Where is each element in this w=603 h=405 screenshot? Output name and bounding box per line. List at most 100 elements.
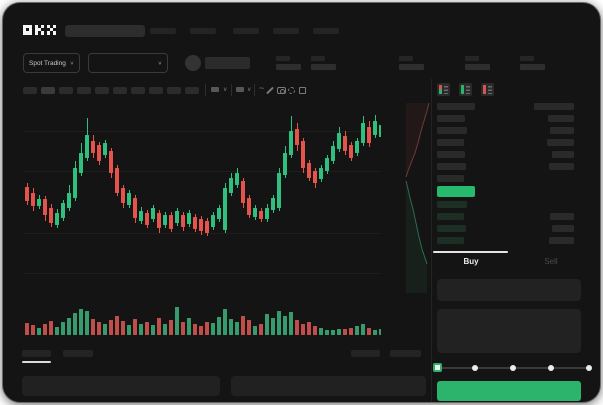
volume-bar: [145, 322, 149, 335]
ticker-stat: [465, 56, 495, 70]
slider-dot[interactable]: [548, 365, 554, 371]
volume-bar: [217, 317, 221, 335]
volume-bar: [25, 323, 29, 335]
slider-dot[interactable]: [586, 365, 592, 371]
chevron-down-icon[interactable]: ∨: [247, 87, 252, 93]
pair-dropdown[interactable]: ∨: [88, 53, 168, 73]
amount-bar: [550, 213, 574, 220]
orderbook-row[interactable]: [437, 139, 574, 146]
bottom-tab[interactable]: [63, 350, 93, 357]
orderbook-mode-combined-icon[interactable]: [437, 83, 450, 96]
timeframe-pill[interactable]: [131, 87, 145, 94]
slider-handle[interactable]: [433, 363, 442, 372]
candle: [97, 145, 101, 161]
orderbook-row[interactable]: [437, 201, 574, 208]
nav-item[interactable]: [150, 28, 176, 34]
timeframe-pill[interactable]: [185, 87, 199, 94]
nav-item[interactable]: [233, 28, 259, 34]
candle: [91, 141, 95, 153]
chevron-down-icon[interactable]: ∨: [223, 87, 228, 93]
candle: [277, 173, 281, 208]
ask-price-bar: [437, 163, 466, 170]
price-field[interactable]: [437, 279, 581, 301]
timeframe-pill[interactable]: [59, 87, 73, 94]
candle: [127, 193, 131, 205]
line-chart-icon[interactable]: ~: [259, 83, 265, 93]
search-input[interactable]: [65, 25, 145, 37]
timeframe-pill[interactable]: [167, 87, 181, 94]
tab-sell[interactable]: Sell: [544, 257, 558, 266]
volume-bar: [259, 324, 263, 335]
orderbook-row[interactable]: [437, 115, 574, 122]
ask-price-bar: [437, 127, 467, 134]
bottom-tab-active[interactable]: [22, 350, 51, 357]
candle: [49, 208, 53, 223]
orderbook-row[interactable]: [437, 213, 574, 220]
timeframe-pill[interactable]: [149, 87, 163, 94]
candlestick-chart[interactable]: [23, 101, 381, 296]
volume-bar: [169, 320, 173, 335]
volume-bar: [211, 323, 215, 335]
amount-field[interactable]: [437, 309, 581, 353]
candle: [313, 171, 317, 183]
orderbook-row[interactable]: [437, 103, 574, 110]
market-type-dropdown[interactable]: Spot Trading ∨: [23, 53, 80, 73]
gear-icon[interactable]: [288, 87, 295, 94]
slider-dot[interactable]: [472, 365, 478, 371]
orderbook-mode-asks-icon[interactable]: [481, 83, 494, 96]
candle: [295, 129, 299, 145]
candle: [145, 213, 149, 225]
timeframe-pill[interactable]: [113, 87, 127, 94]
volume-bar: [331, 330, 335, 335]
ask-price-bar: [437, 151, 465, 158]
orderbook-row[interactable]: [437, 127, 574, 134]
tab-buy[interactable]: Buy: [463, 257, 479, 266]
timeframe-pill[interactable]: [77, 87, 91, 94]
bottom-tab-right[interactable]: [390, 350, 421, 357]
timeframe-pill[interactable]: [23, 87, 37, 94]
ticker-stat: [399, 56, 429, 70]
orderbook-row[interactable]: [437, 237, 574, 244]
orderbook-row[interactable]: [437, 175, 574, 182]
orderbook-row[interactable]: [437, 225, 574, 232]
volume-bar: [91, 319, 95, 335]
timeframe-pill[interactable]: [95, 87, 109, 94]
candle: [247, 198, 251, 215]
pencil-icon[interactable]: [266, 86, 274, 95]
orderbook-row[interactable]: [437, 163, 574, 170]
bottom-tab-right[interactable]: [351, 350, 380, 357]
buy-button[interactable]: [437, 381, 581, 401]
volume-bar: [373, 330, 377, 335]
bid-price-bar: [437, 201, 467, 208]
candle: [271, 198, 275, 210]
candle: [25, 187, 29, 201]
volume-bar: [199, 326, 203, 335]
nav-item[interactable]: [190, 28, 216, 34]
ask-price-bar: [437, 175, 464, 182]
timeframe-pill[interactable]: [41, 87, 55, 94]
chevron-down-icon: ∨: [69, 61, 74, 66]
expand-icon[interactable]: [299, 87, 306, 94]
last-price-bar[interactable]: [437, 186, 475, 197]
volume-bar: [31, 325, 35, 335]
orderbook-row[interactable]: [437, 151, 574, 158]
amount-bar: [552, 225, 574, 232]
candle: [379, 125, 381, 137]
orderbook-mode-bids-icon[interactable]: [459, 83, 472, 96]
volume-bar: [79, 309, 83, 335]
interval-icon[interactable]: [211, 87, 219, 92]
candle: [31, 193, 35, 206]
camera-icon[interactable]: [277, 87, 286, 95]
amount-bar: [550, 127, 574, 134]
nav-item[interactable]: [313, 28, 339, 34]
volume-bar: [115, 316, 119, 335]
slider-dot[interactable]: [510, 365, 516, 371]
nav-item[interactable]: [273, 28, 299, 34]
volume-bar: [295, 320, 299, 335]
chart-style-icon[interactable]: [236, 87, 244, 92]
asks-depth-line: [405, 102, 430, 178]
candle: [187, 213, 191, 224]
candle: [307, 163, 311, 178]
candle: [337, 133, 341, 149]
